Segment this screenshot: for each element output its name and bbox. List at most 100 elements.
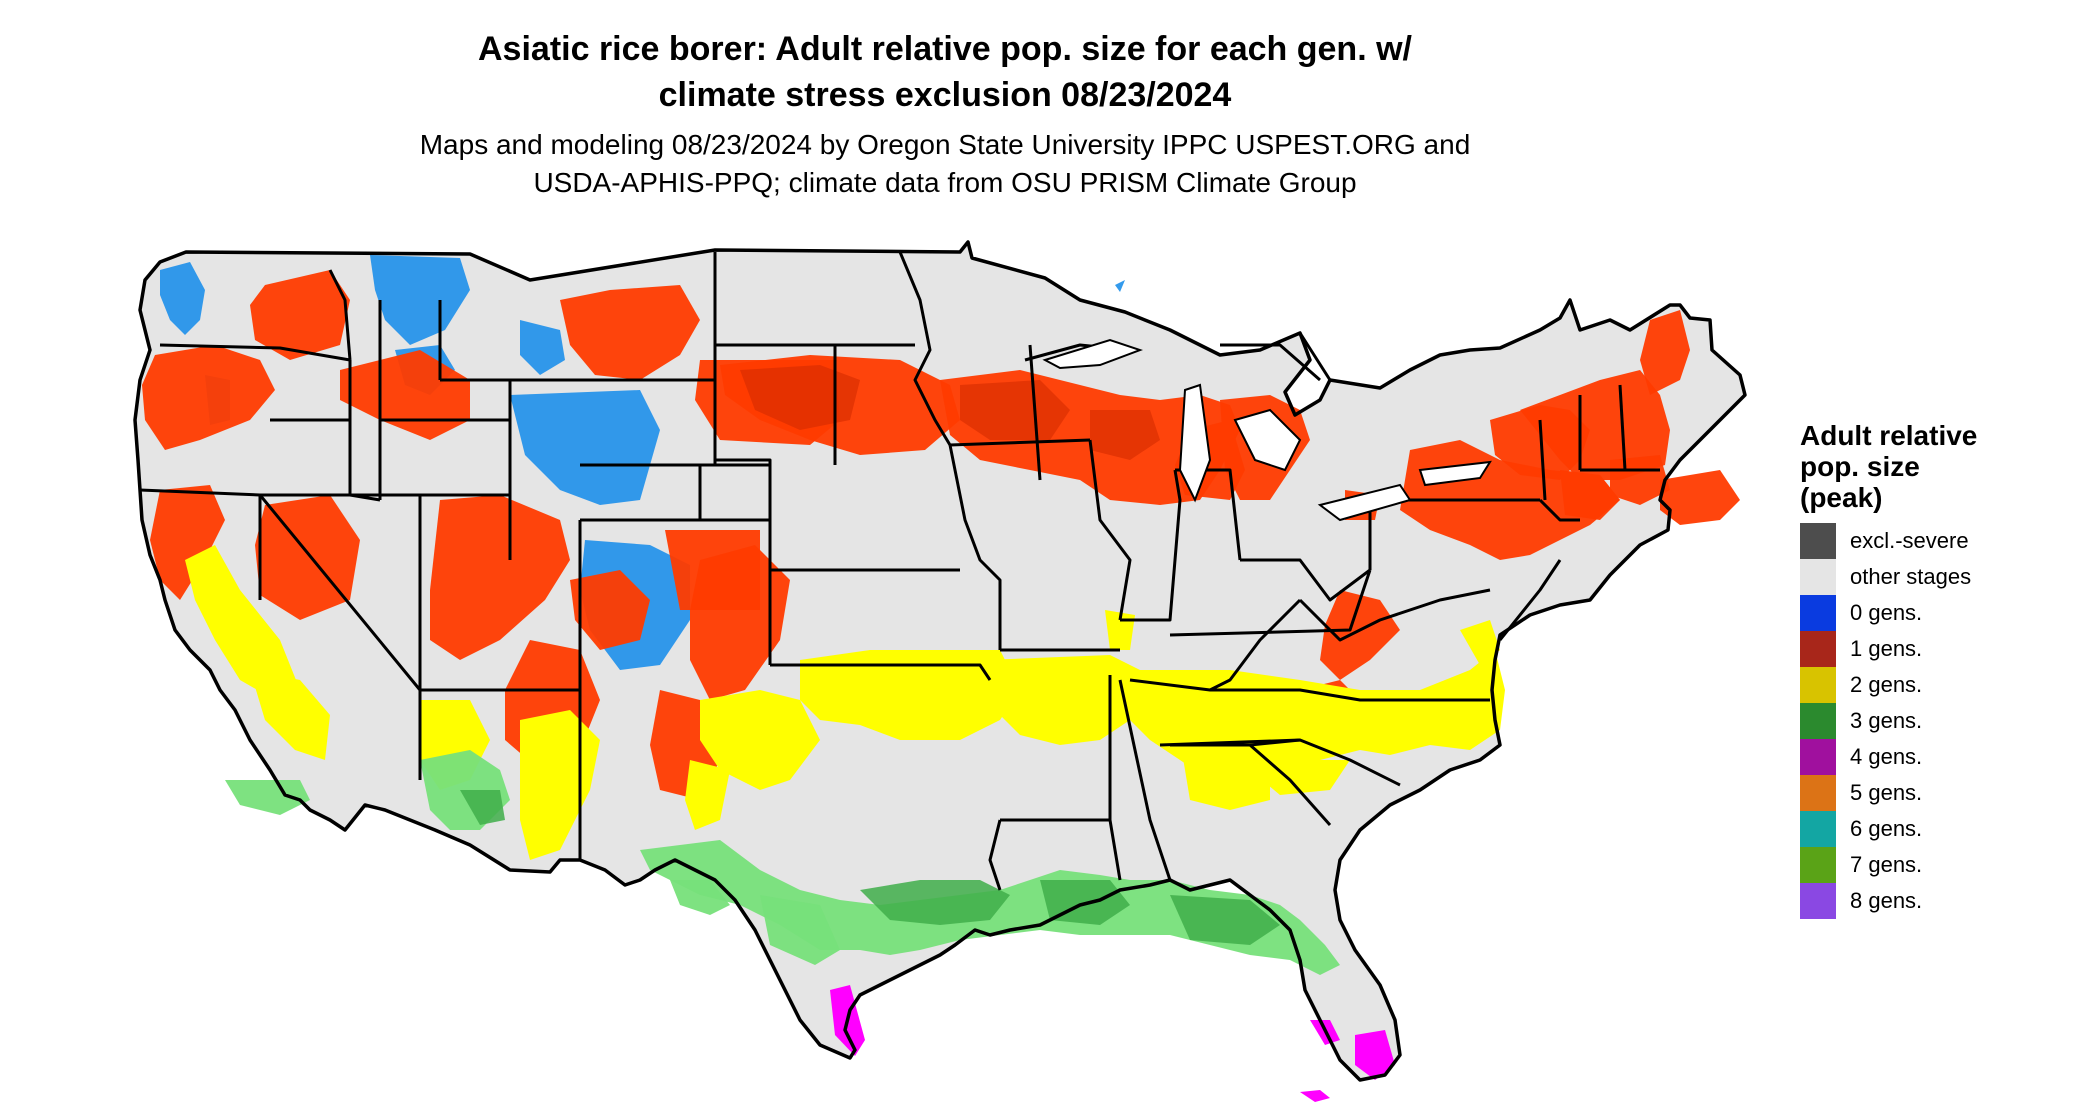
zone-2-gens (1180, 740, 1270, 810)
state-border (1088, 439, 1132, 621)
state-border (1209, 598, 1302, 692)
state-border (948, 444, 1002, 650)
legend-label: 0 gens. (1850, 600, 1923, 625)
legend-title-line-1: Adult relative (1800, 420, 1978, 451)
state-border (349, 493, 381, 502)
subtitle-line-2: USDA-APHIS-PPQ; climate data from OSU PR… (533, 167, 1357, 198)
zone-1-gens (1660, 470, 1740, 525)
legend-label: excl.-severe (1850, 528, 1969, 553)
legend-label: 5 gens. (1850, 780, 1923, 805)
state-border (1169, 569, 1372, 637)
zone-1-gens (1640, 310, 1690, 395)
legend-item: other stages (1800, 559, 1977, 595)
state-border (988, 819, 1002, 891)
legend: Adult relative pop. size (peak) excl.-se… (1800, 420, 1977, 919)
zone-1-gens (340, 350, 470, 440)
zone-0-gens (520, 320, 565, 375)
lake (1042, 338, 1143, 370)
state-border (159, 343, 351, 362)
zone-2-gens (1460, 620, 1500, 665)
zone-0-gens (370, 255, 470, 345)
zone-4-gens (1300, 1090, 1330, 1102)
state-border (770, 663, 992, 681)
zone-1-gens (1320, 590, 1400, 680)
zone-1-gens (560, 285, 700, 380)
zone-3-gens (760, 895, 840, 965)
legend-swatch (1800, 739, 1836, 775)
legend-label: other stages (1850, 564, 1972, 589)
zone-0-gens (160, 262, 205, 335)
legend-item: 1 gens. (1800, 631, 1977, 667)
legend-swatch (1800, 559, 1836, 595)
zone-1-gens (1520, 370, 1670, 480)
map-title: Asiatic rice borer: Adult relative pop. … (0, 26, 1890, 118)
zone-3-gens-dark (860, 880, 1010, 925)
zone-0-gens (1115, 280, 1125, 292)
legend-item: 3 gens. (1800, 703, 1977, 739)
title-line-1: Asiatic rice borer: Adult relative pop. … (478, 30, 1412, 68)
state-border (328, 269, 352, 361)
state-border (1498, 559, 1562, 641)
legend-swatch (1800, 775, 1836, 811)
legend-label: 3 gens. (1850, 708, 1923, 733)
state-border (1118, 679, 1172, 881)
legend-swatch (1800, 667, 1836, 703)
lake (1317, 483, 1412, 522)
state-border (898, 251, 952, 446)
zone-2-gens (185, 545, 300, 700)
state-border (1170, 743, 1332, 826)
zone-2-gens (800, 650, 1020, 740)
state-border (1028, 344, 1042, 481)
country-outline (133, 240, 1747, 1082)
zone-1-gens (1560, 470, 1620, 520)
legend-item: 6 gens. (1800, 811, 1977, 847)
legend-label: 8 gens. (1850, 888, 1923, 913)
zone-3-gens (225, 780, 310, 815)
zone-4-gens (1355, 1030, 1395, 1080)
legend-swatch (1800, 595, 1836, 631)
state-border (1220, 343, 1321, 382)
legend-swatch (1800, 847, 1836, 883)
legend-swatch (1800, 703, 1836, 739)
title-line-2: climate stress exclusion 08/23/2024 (658, 76, 1232, 114)
zone-2-gens (250, 670, 330, 760)
legend-item: 7 gens. (1800, 847, 1977, 883)
legend-swatch (1800, 523, 1836, 559)
legend-title-line-3: (peak) (1800, 482, 1883, 513)
zone-1-gens-dark (960, 380, 1070, 440)
zone-1-gens (250, 270, 350, 360)
state-border (715, 458, 772, 665)
legend-item: 0 gens. (1800, 595, 1977, 631)
zone-1-gens-dark (1090, 410, 1160, 460)
zone-2-gens (685, 760, 730, 830)
zone-1-gens (255, 495, 360, 620)
state-border (949, 438, 1091, 447)
legend-label: 6 gens. (1850, 816, 1923, 841)
state-border (1298, 588, 1491, 642)
zone-0-gens (510, 390, 660, 505)
lake (1178, 383, 1212, 503)
zone-1-gens (665, 530, 760, 610)
legend-label: 2 gens. (1850, 672, 1923, 697)
zone-1-gens-dark (740, 365, 860, 430)
legend-item: 2 gens. (1800, 667, 1977, 703)
zone-2-gens (700, 690, 820, 790)
lake (1233, 408, 1302, 472)
state-border (1618, 384, 1627, 471)
legend-item: excl.-severe (1800, 523, 1977, 559)
state-border (1159, 738, 1401, 787)
zone-3-gens-dark (1170, 895, 1280, 945)
zone-2-gens (985, 655, 1140, 745)
legend-item: 8 gens. (1800, 883, 1977, 919)
state-border (1108, 675, 1122, 881)
state-border (1120, 469, 1182, 622)
us-map (133, 240, 1747, 1102)
zone-1-gens (570, 570, 650, 650)
legend-label: 4 gens. (1850, 744, 1923, 769)
legend-title: Adult relative pop. size (peak) (1800, 420, 1977, 513)
subtitle-line-1: Maps and modeling 08/23/2024 by Oregon S… (419, 129, 1471, 160)
legend-swatch (1800, 631, 1836, 667)
state-border (1298, 332, 1332, 381)
zone-1-gens (150, 485, 225, 600)
state-border (1240, 558, 1371, 602)
